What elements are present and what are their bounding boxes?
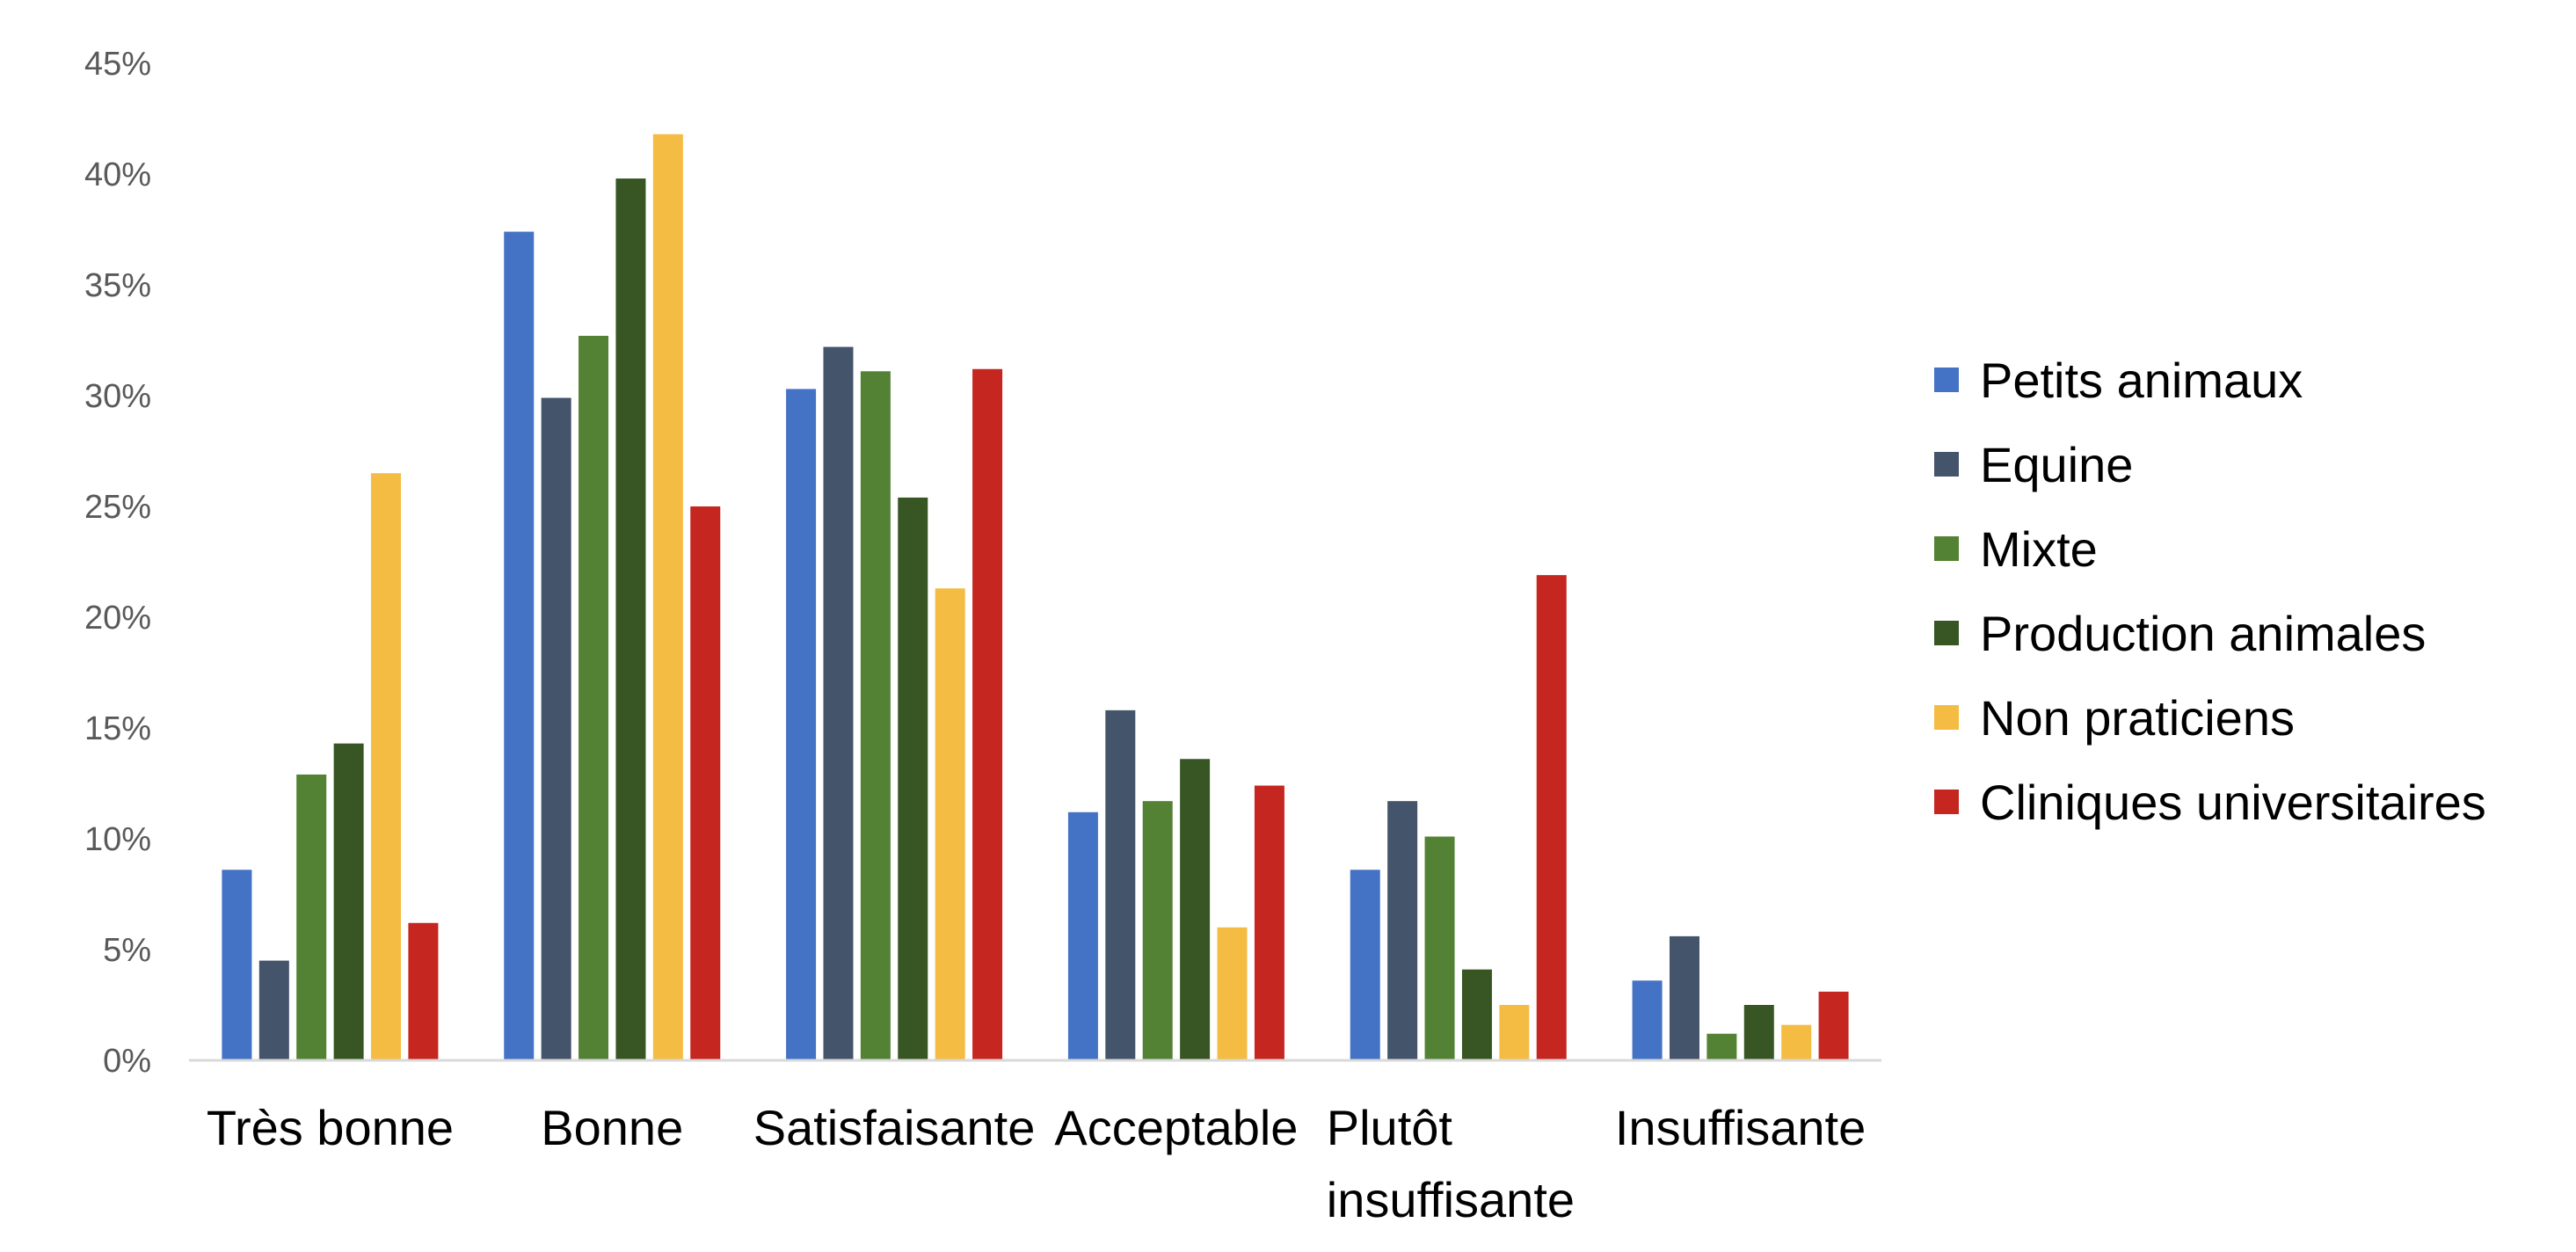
bar xyxy=(222,870,252,1060)
x-axis: Très bonne Bonne Satisfaisante Acceptable Pl… xyxy=(207,1100,1866,1227)
bar xyxy=(408,922,439,1060)
bar xyxy=(1350,870,1380,1060)
bar xyxy=(1105,710,1136,1060)
bar xyxy=(371,473,402,1060)
y-tick-label: 35% xyxy=(84,267,151,304)
bar xyxy=(1632,980,1663,1060)
bar xyxy=(1142,801,1173,1060)
bar xyxy=(1669,935,1699,1060)
y-tick-label: 40% xyxy=(84,156,151,193)
bar xyxy=(1180,759,1211,1060)
bar xyxy=(1217,927,1248,1060)
legend-swatch xyxy=(1934,621,1959,645)
y-tick-label: 15% xyxy=(84,710,151,747)
y-tick-label: 25% xyxy=(84,489,151,526)
bar xyxy=(1781,1024,1812,1060)
bar xyxy=(652,134,683,1060)
y-tick-label: 5% xyxy=(103,932,151,969)
x-category-label: Très bonne xyxy=(207,1100,454,1155)
y-tick-label: 20% xyxy=(84,600,151,637)
legend-swatch xyxy=(1934,452,1959,477)
bar xyxy=(333,743,364,1060)
bar xyxy=(1743,1005,1774,1060)
bar xyxy=(823,346,854,1060)
bar xyxy=(1706,1033,1737,1060)
x-category-label: Bonne xyxy=(541,1100,683,1155)
bar xyxy=(1461,969,1492,1060)
bar xyxy=(1067,812,1098,1060)
bar xyxy=(579,335,609,1061)
bar xyxy=(690,506,721,1060)
legend-swatch xyxy=(1934,790,1959,814)
legend-swatch xyxy=(1934,368,1959,392)
bar xyxy=(1254,785,1284,1060)
x-category-label: Plutôt xyxy=(1327,1100,1453,1155)
legend-label: Mixte xyxy=(1980,521,2098,577)
y-axis: 0% 5% 10% 15% 20% 25% 30% 35% 40% 45% xyxy=(84,46,151,1080)
bar xyxy=(541,397,571,1060)
legend-swatch xyxy=(1934,536,1959,561)
legend: Petits animaux Equine Mixte Production anim… xyxy=(1934,353,2486,830)
bar xyxy=(935,588,965,1060)
bar xyxy=(972,368,1003,1060)
legend-label: Equine xyxy=(1980,437,2133,492)
y-tick-label: 10% xyxy=(84,821,151,858)
x-category-label: Insuffisante xyxy=(1615,1100,1866,1155)
legend-label: Non praticiens xyxy=(1980,690,2295,746)
legend-label: Production animales xyxy=(1980,606,2426,661)
bar xyxy=(1818,991,1849,1060)
x-category-label: Acceptable xyxy=(1054,1100,1298,1155)
y-tick-label: 0% xyxy=(103,1043,151,1080)
bar xyxy=(504,231,535,1060)
bar xyxy=(296,774,327,1060)
legend-label: Petits animaux xyxy=(1980,353,2303,408)
bar xyxy=(1499,1005,1530,1060)
bar xyxy=(615,178,646,1061)
bar xyxy=(258,960,289,1060)
bar xyxy=(786,389,817,1060)
x-category-label: insuffisante xyxy=(1327,1172,1575,1227)
bar xyxy=(898,497,928,1060)
y-tick-label: 45% xyxy=(84,46,151,83)
bar xyxy=(860,371,891,1060)
bar xyxy=(1536,575,1567,1060)
bar xyxy=(1424,836,1455,1060)
y-tick-label: 30% xyxy=(84,378,151,415)
bar xyxy=(1387,801,1418,1060)
legend-swatch xyxy=(1934,705,1959,730)
bars xyxy=(222,134,1849,1061)
x-category-label: Satisfaisante xyxy=(753,1100,1036,1155)
legend-label: Cliniques universitaires xyxy=(1980,775,2486,830)
